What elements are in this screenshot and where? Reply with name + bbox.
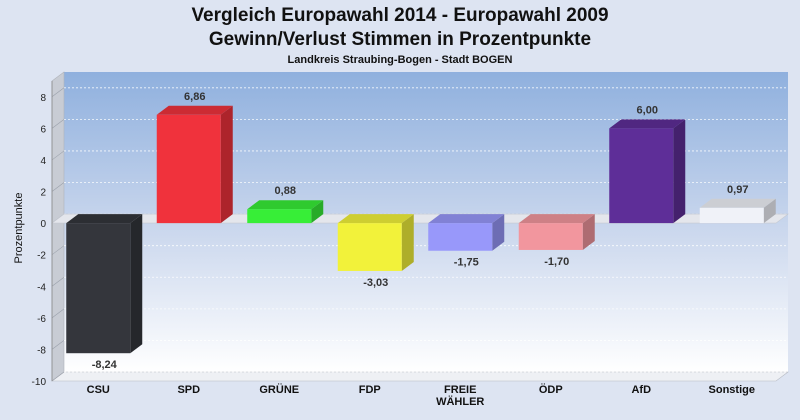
bar-side	[220, 105, 233, 224]
bar-8	[699, 198, 776, 224]
bar-1	[66, 214, 143, 354]
bar-front	[337, 223, 402, 271]
chart-subtitle-region: Landkreis Straubing-Bogen - Stadt BOGEN	[287, 54, 513, 66]
bar-top	[699, 198, 776, 208]
gridline-side	[51, 340, 65, 350]
y-axis-label: Prozentpunkte	[13, 193, 25, 264]
value-label: -1,70	[544, 256, 569, 268]
bar-front	[428, 223, 493, 251]
value-label: -8,24	[92, 359, 118, 371]
y-tick-label: -4	[37, 282, 46, 293]
bar-side	[492, 214, 505, 251]
y-tick-label: -2	[37, 251, 46, 262]
bar-side	[582, 214, 595, 250]
bar-front	[609, 128, 674, 224]
gridline-side	[51, 182, 65, 192]
value-label: -3,03	[363, 277, 388, 289]
chart-title: Vergleich Europawahl 2014 - Europawahl 2…	[191, 5, 609, 26]
bar-front	[518, 223, 583, 250]
y-tick-label: 0	[40, 219, 46, 230]
x-tick-label: CSU	[87, 384, 110, 396]
bar-top	[428, 214, 505, 224]
bar-5	[428, 214, 505, 251]
value-label: 6,86	[184, 91, 205, 103]
bar-side	[763, 198, 776, 224]
gridline-side	[51, 277, 65, 287]
x-tick-label: FDP	[359, 384, 381, 396]
bar-6	[518, 214, 595, 250]
bar-2	[156, 105, 233, 224]
plot-side-wall	[51, 71, 65, 382]
y-tick-label: 6	[40, 124, 46, 135]
bar-front	[66, 223, 131, 354]
gridline-side	[51, 119, 65, 129]
y-tick-label: 4	[40, 156, 46, 167]
bar-top	[247, 200, 324, 210]
value-label: 0,97	[727, 184, 748, 196]
gridline-side	[51, 150, 65, 161]
bar-side	[401, 214, 414, 271]
gridline-side	[51, 371, 65, 382]
y-tick-label: 8	[40, 93, 46, 104]
x-tick-label: SPD	[177, 384, 200, 396]
x-tick-label: FREIE	[444, 384, 476, 396]
bar-3	[247, 200, 324, 224]
bar-front	[247, 209, 312, 224]
bar-front	[699, 207, 764, 224]
gridline-side	[51, 87, 65, 98]
bar-top	[337, 214, 414, 224]
y-tick-label: 2	[40, 188, 46, 199]
value-label: -1,75	[454, 257, 479, 269]
x-tick-label: GRÜNE	[259, 383, 299, 396]
bar-side	[673, 119, 686, 224]
plot-floor	[51, 371, 789, 382]
gridline-side	[51, 308, 65, 319]
x-tick-label: AfD	[631, 384, 651, 396]
x-tick-label: ÖDP	[539, 383, 563, 396]
chart-subtitle: Gewinn/Verlust Stimmen in Prozentpunkte	[208, 29, 592, 50]
value-label: 0,88	[275, 185, 296, 197]
gridline-side	[51, 245, 65, 255]
bar-top	[609, 119, 686, 129]
bar-top	[66, 214, 143, 224]
bar-7	[609, 119, 686, 224]
bar-side	[311, 200, 324, 224]
bar-4	[337, 214, 414, 271]
y-tick-label: -8	[37, 345, 46, 356]
x-tick-label: Sonstige	[709, 384, 755, 396]
y-tick-label: -6	[37, 314, 46, 325]
bar-top	[518, 214, 595, 224]
y-tick-label: -10	[32, 377, 47, 388]
bar-front	[156, 114, 221, 224]
bar-side	[130, 214, 143, 354]
bar-top	[156, 105, 233, 115]
value-label: 6,00	[637, 104, 658, 116]
x-tick-label: WÄHLER	[436, 395, 484, 408]
